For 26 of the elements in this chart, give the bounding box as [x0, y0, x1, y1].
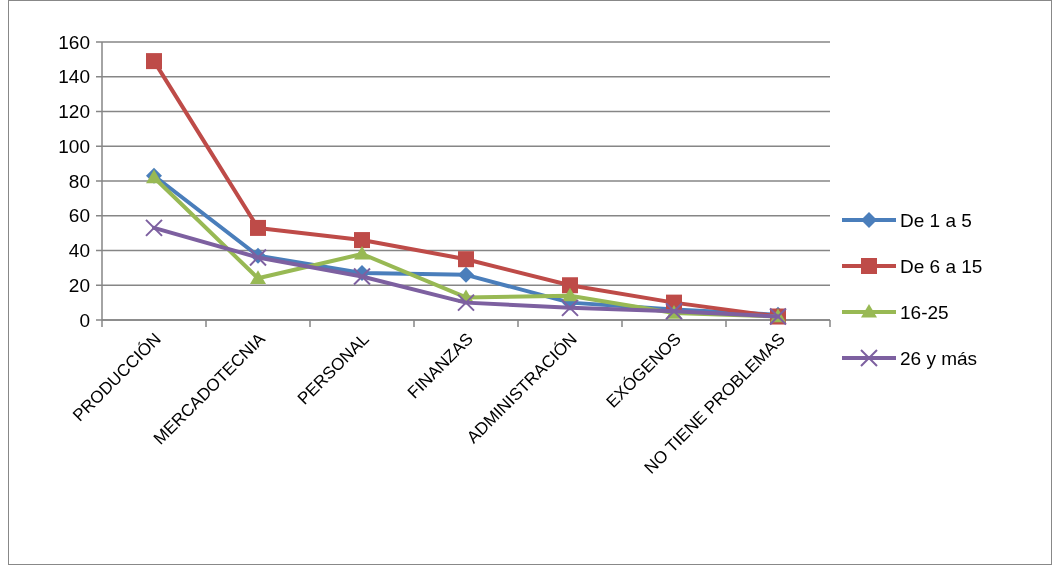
y-tick-label: 100 [58, 135, 90, 157]
legend-label: De 1 a 5 [900, 209, 972, 231]
point [250, 270, 266, 284]
point [250, 219, 266, 236]
point [145, 218, 163, 237]
legend-label: De 6 a 15 [900, 255, 983, 277]
y-tick-label: 40 [68, 240, 90, 262]
point [146, 53, 162, 70]
y-tick-label: 0 [79, 309, 90, 331]
legend-label: 26 y más [900, 347, 978, 369]
legend-label: 16-25 [900, 301, 949, 323]
point [354, 232, 370, 249]
y-tick-label: 20 [68, 274, 90, 296]
point [354, 245, 370, 260]
point [458, 266, 474, 283]
point [353, 267, 371, 286]
point [561, 298, 579, 317]
y-tick-label: 80 [68, 170, 90, 192]
point [562, 287, 578, 302]
y-tick-label: 140 [58, 66, 90, 88]
y-tick-label: 60 [68, 205, 90, 227]
point [562, 277, 578, 294]
point [457, 293, 475, 312]
point [458, 251, 474, 268]
y-tick-label: 160 [58, 31, 90, 53]
y-tick-label: 120 [58, 101, 90, 123]
